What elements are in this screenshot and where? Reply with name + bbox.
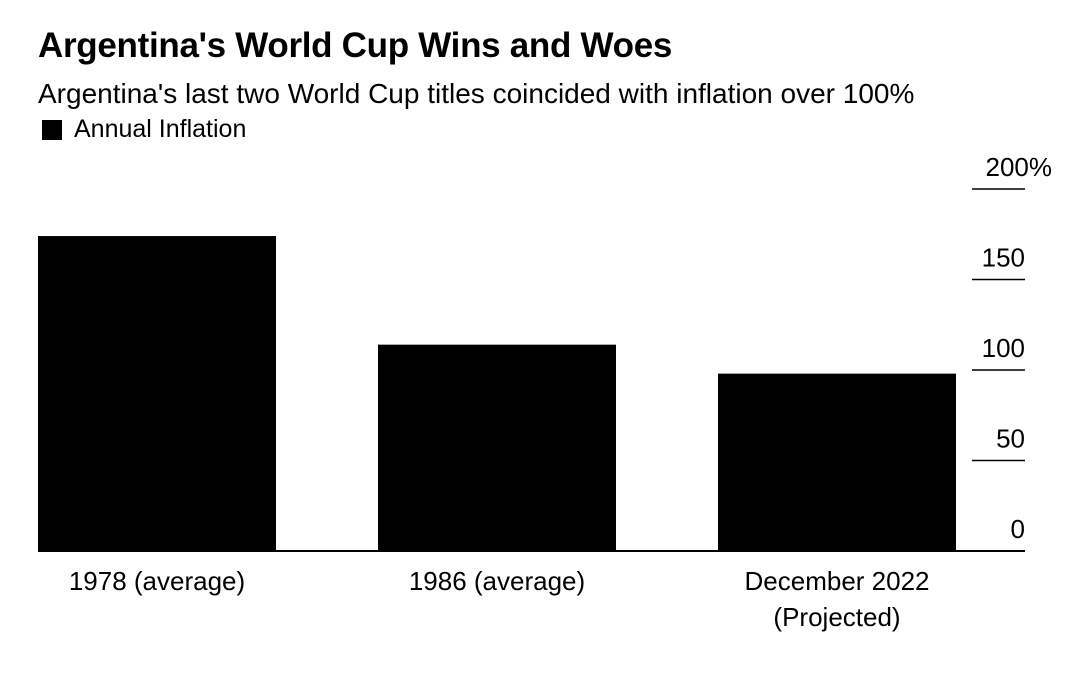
y-tick-label: 0 [1011, 514, 1025, 544]
chart-title: Argentina's World Cup Wins and Woes [38, 26, 673, 65]
legend-label: Annual Inflation [74, 115, 247, 143]
y-tick-label: 50 [996, 424, 1025, 454]
bar [378, 344, 616, 551]
x-category-label-line: (Projected) [773, 602, 900, 632]
bar [38, 236, 276, 551]
y-tick-label: 150 [982, 243, 1025, 273]
x-category-label: 1986 (average) [409, 566, 585, 596]
x-category-label: December 2022 (Projected) [745, 566, 930, 632]
x-category-label: 1978 (average) [69, 566, 245, 596]
y-tick-label: 200% [986, 152, 1053, 182]
x-category-label-line: 1978 (average) [69, 566, 245, 596]
x-category-label-line: 1986 (average) [409, 566, 585, 596]
bar [718, 373, 956, 551]
legend-swatch [42, 119, 62, 140]
legend: Annual Inflation [42, 115, 246, 144]
x-category-label-line: December 2022 [745, 566, 930, 596]
chart-subtitle: Argentina's last two World Cup titles co… [38, 78, 915, 109]
y-tick-label: 100 [982, 333, 1025, 363]
